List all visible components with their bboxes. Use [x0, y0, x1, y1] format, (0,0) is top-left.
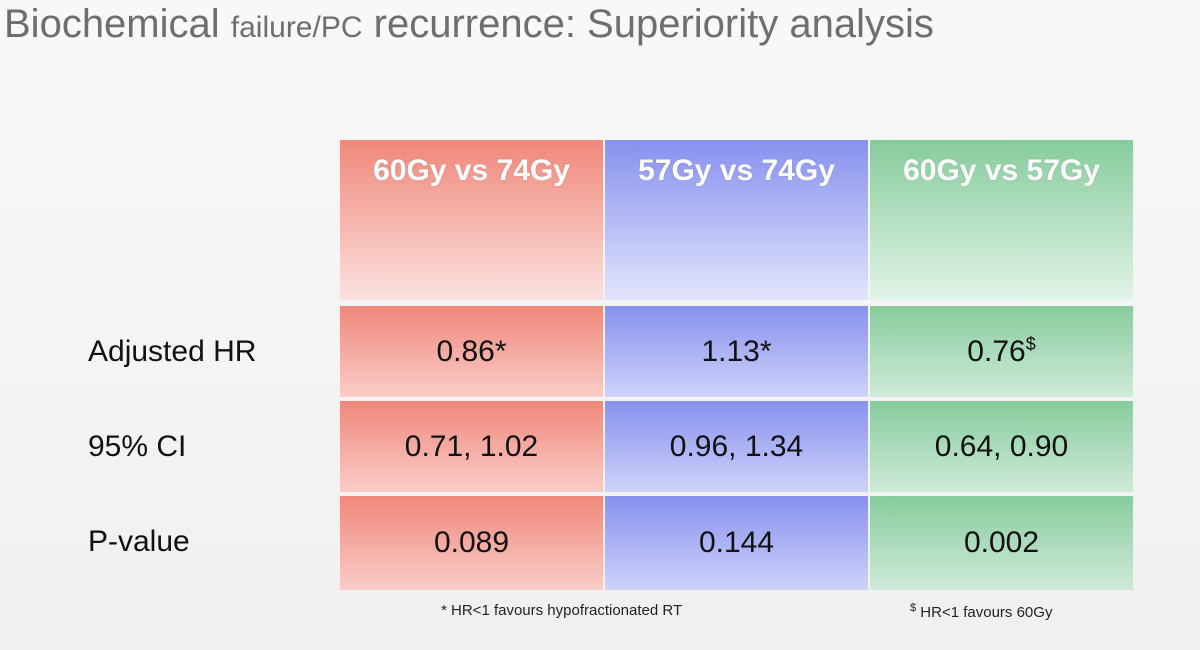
column-header: 57Gy vs 74Gy: [605, 140, 868, 300]
title-part: Biochemical: [4, 2, 220, 46]
table-cell: 0.089: [340, 496, 603, 590]
table-cell: 0.71, 1.02: [340, 401, 603, 492]
footnote-text: HR<1 favours hypofractionated RT: [451, 602, 683, 619]
title-part: recurrence: Superiority analysis: [373, 2, 934, 46]
table-cell: 0.002: [870, 496, 1133, 590]
cell-value: 0.089: [433, 526, 510, 559]
cell-content: 0.64, 0.90: [935, 430, 1068, 464]
cell-value: 0.76: [967, 335, 1026, 368]
cell-marker: *: [759, 334, 772, 368]
cell-value: 0.64, 0.90: [934, 429, 1069, 463]
column-header: 60Gy vs 57Gy: [870, 140, 1133, 300]
footnote: $ HR<1 favours 60Gy: [910, 602, 1052, 621]
cell-value: 0.86: [436, 334, 495, 368]
footnote: * HR<1 favours hypofractionated RT: [441, 602, 682, 619]
cell-value: 1.13: [701, 334, 760, 368]
footnote-text: HR<1 favours 60Gy: [920, 604, 1053, 621]
cell-content: 0.96, 1.34: [670, 430, 803, 464]
footnote-marker: $: [910, 602, 917, 614]
cell-content: 0.71, 1.02: [405, 430, 538, 464]
cell-content: 0.86*: [436, 335, 506, 369]
cell-content: 0.76$: [967, 334, 1035, 369]
cell-value: 0.96, 1.34: [669, 429, 804, 463]
cell-value: 0.71, 1.02: [404, 429, 539, 463]
footnote-marker: *: [441, 602, 447, 619]
cell-marker: *: [494, 334, 507, 368]
cell-content: 0.089: [434, 526, 509, 560]
cell-content: 1.13*: [701, 335, 771, 369]
cell-marker: $: [1025, 334, 1036, 354]
slide-title: Biochemical failure/PC recurrence: Super…: [4, 2, 934, 47]
table-cell: 0.86*: [340, 306, 603, 397]
table-cell: 1.13*: [605, 306, 868, 397]
cell-content: 0.144: [699, 526, 774, 560]
row-label: P-value: [88, 525, 190, 558]
column-header: 60Gy vs 74Gy: [340, 140, 603, 300]
cell-value: 0.002: [963, 526, 1040, 559]
row-label: Adjusted HR: [88, 335, 257, 368]
table-cell: 0.64, 0.90: [870, 401, 1133, 492]
cell-content: 0.002: [964, 526, 1039, 560]
table-cell: 0.96, 1.34: [605, 401, 868, 492]
table-cell: 0.76$: [870, 306, 1133, 397]
title-part: failure/PC: [230, 11, 363, 44]
table-cell: 0.144: [605, 496, 868, 590]
cell-value: 0.144: [698, 526, 775, 559]
row-label: 95% CI: [88, 430, 187, 463]
